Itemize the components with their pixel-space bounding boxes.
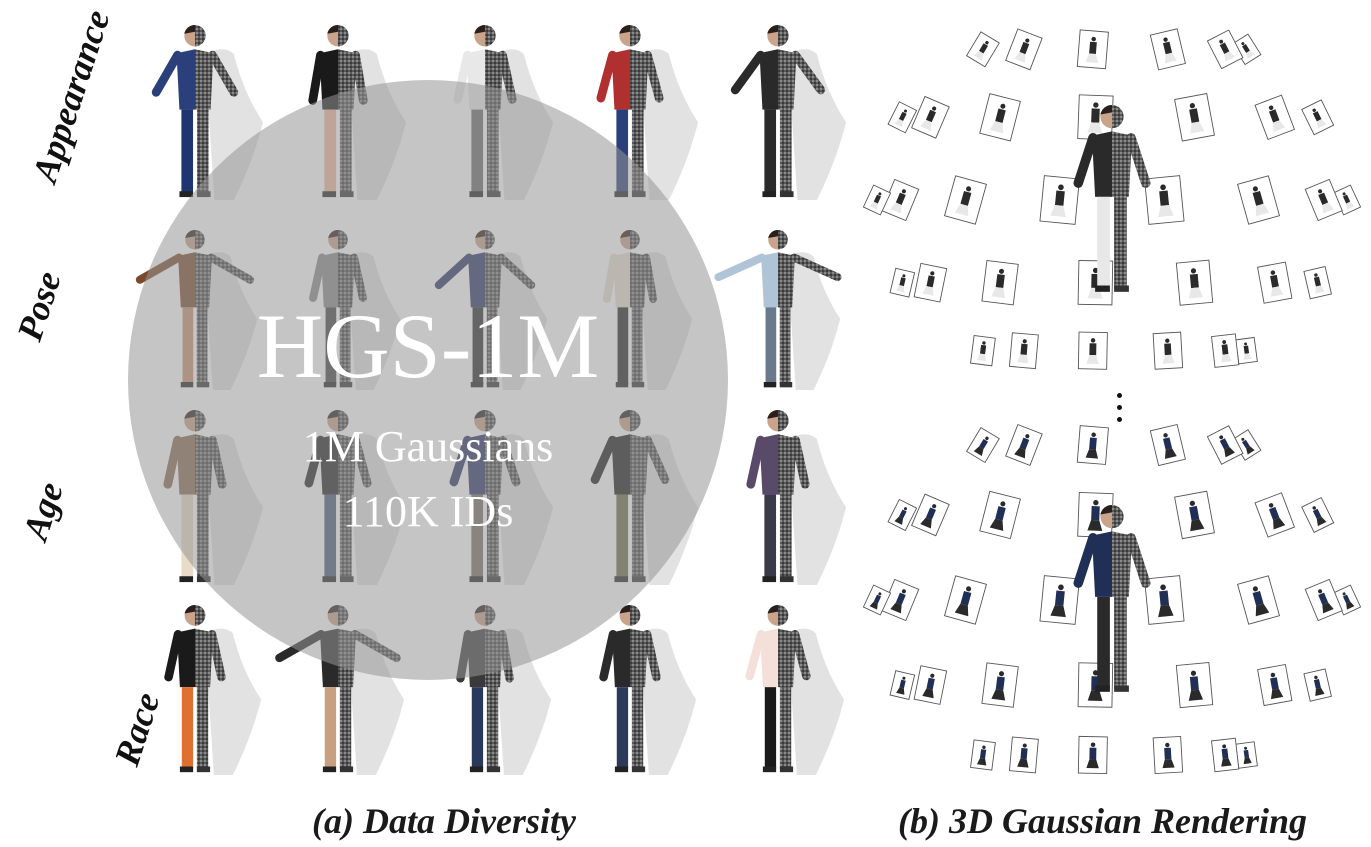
render-sphere-top-view-4 xyxy=(1076,29,1109,70)
render-sphere-bottom-view-18 xyxy=(1039,575,1080,625)
render-sphere-bottom-view-21 xyxy=(862,584,892,616)
render-sphere-top-view-28 xyxy=(889,267,916,298)
person-r2-c5 xyxy=(714,229,842,388)
render-sphere-top-view-22 xyxy=(1303,266,1332,300)
render-sphere-bottom-view-31 xyxy=(1152,735,1184,775)
vertical-ellipsis-icon xyxy=(1117,393,1125,429)
render-sphere-top-view-10 xyxy=(1077,94,1114,141)
render-sphere-top-view-12 xyxy=(911,95,950,139)
render-sphere-bottom-view-24 xyxy=(1175,662,1214,709)
render-sphere-top-view-15 xyxy=(1304,178,1343,222)
render-sphere-top-view-3 xyxy=(1149,28,1186,71)
render-sphere-bottom-view-15 xyxy=(1304,578,1343,622)
person-r1-c5 xyxy=(730,24,826,198)
render-sphere-bottom-view-8 xyxy=(1254,492,1296,538)
render-sphere-top-view-17 xyxy=(1144,175,1185,225)
render-sphere-bottom-view-28 xyxy=(889,670,916,700)
render-sphere-bottom-view-34 xyxy=(970,739,996,771)
render-sphere-bottom-view-6 xyxy=(965,426,1000,464)
render-sphere-top-view-32 xyxy=(1077,331,1108,370)
render-sphere-bottom-view-26 xyxy=(981,662,1019,708)
render-sphere-bottom-view-5 xyxy=(1005,424,1043,467)
dataset-id-count: 110K IDs xyxy=(342,487,514,536)
render-sphere-top-view-8 xyxy=(1254,94,1296,141)
render-sphere-top-view-7 xyxy=(1301,99,1335,136)
person-r4-c5 xyxy=(745,604,811,773)
dataset-title: HGS-1M xyxy=(256,295,600,397)
render-sphere-top-view-27 xyxy=(913,262,948,303)
render-sphere-bottom-view-11 xyxy=(979,490,1021,540)
render-sphere-top-view-11 xyxy=(979,93,1021,142)
render-sphere-bottom-view-27 xyxy=(913,665,948,705)
render-sphere-bottom-view-17 xyxy=(1144,575,1185,625)
render-sphere-top-view-18 xyxy=(1039,175,1080,225)
render-sphere-top-view-19 xyxy=(943,175,988,225)
render-sphere-top-view-26 xyxy=(981,259,1019,306)
render-sphere-top-view-23 xyxy=(1257,261,1293,304)
render-sphere-top-view-33 xyxy=(1008,332,1039,370)
render-sphere-bottom-view-29 xyxy=(1235,741,1258,769)
render-sphere-top-view-21 xyxy=(862,184,892,216)
dataset-gaussian-count: 1M Gaussians xyxy=(302,422,554,471)
render-sphere-top-central-person xyxy=(1073,104,1151,292)
render-sphere-top xyxy=(862,28,1362,370)
render-sphere-top-view-13 xyxy=(887,101,918,134)
person-r4-c4 xyxy=(599,604,661,773)
render-sphere-bottom-central-person xyxy=(1073,504,1151,692)
render-sphere-top-view-31 xyxy=(1152,331,1184,370)
person-r1-c1 xyxy=(151,24,239,198)
render-sphere-bottom-view-23 xyxy=(1257,663,1293,707)
render-sphere-top-view-30 xyxy=(1211,333,1240,368)
render-sphere-top-view-16 xyxy=(1236,175,1281,225)
render-sphere-top-view-24 xyxy=(1175,259,1214,306)
render-sphere-bottom-view-33 xyxy=(1008,736,1039,774)
render-sphere-bottom-view-19 xyxy=(943,575,988,625)
render-sphere-bottom-view-16 xyxy=(1236,575,1281,625)
render-sphere-bottom-view-30 xyxy=(1211,737,1240,773)
person-r3-c5 xyxy=(746,409,810,583)
render-sphere-bottom-view-7 xyxy=(1301,496,1335,533)
render-sphere-bottom-view-22 xyxy=(1303,668,1332,702)
render-sphere-bottom-view-2 xyxy=(1206,425,1244,465)
render-sphere-bottom-view-13 xyxy=(887,498,918,532)
render-sphere-top-view-5 xyxy=(1005,28,1043,71)
render-sphere-top-view-6 xyxy=(965,31,1000,68)
person-r4-c1 xyxy=(164,604,226,773)
render-sphere-top-view-29 xyxy=(1235,336,1258,365)
dataset-overlay-circle xyxy=(128,80,728,680)
render-sphere-bottom-view-12 xyxy=(911,493,950,537)
render-sphere-top-view-2 xyxy=(1206,29,1244,70)
render-sphere-bottom xyxy=(862,423,1362,775)
render-sphere-top-view-9 xyxy=(1174,93,1215,142)
caption-data-diversity: (a) Data Diversity xyxy=(312,801,576,841)
render-sphere-bottom-view-3 xyxy=(1149,423,1186,467)
render-sphere-bottom-view-4 xyxy=(1076,425,1109,465)
render-sphere-top-view-34 xyxy=(970,335,996,367)
caption-3d-gaussian-rendering: (b) 3D Gaussian Rendering xyxy=(898,801,1308,841)
render-sphere-bottom-view-32 xyxy=(1077,735,1108,775)
render-sphere-bottom-view-1 xyxy=(1231,429,1262,461)
render-sphere-bottom-view-9 xyxy=(1174,490,1215,540)
